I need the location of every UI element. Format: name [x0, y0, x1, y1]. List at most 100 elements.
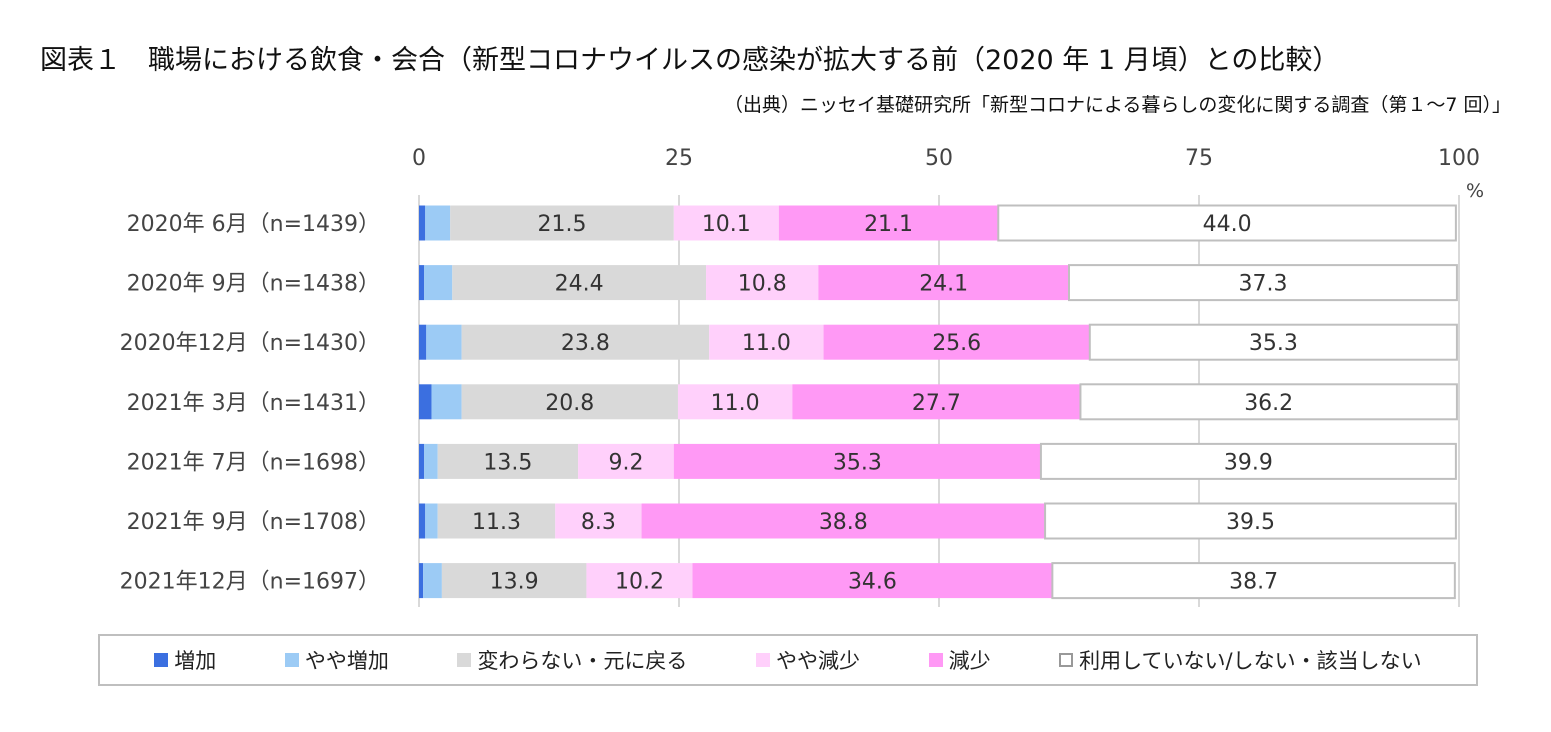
bar-segment: [823, 324, 1090, 360]
data-label: 34.6: [848, 570, 897, 595]
x-tick-label: 25: [665, 146, 693, 171]
bar-segment: [461, 324, 710, 360]
data-label: 24.1: [919, 272, 968, 297]
category-label: 2020年12月（n=1430）: [120, 331, 380, 356]
chart-source: （出典）ニッセイ基礎研究所「新型コロナによる暮らしの変化に関する調査（第１～7 …: [723, 94, 1511, 116]
legend-label: やや減少: [776, 649, 861, 673]
bar-segment: [1088, 323, 1458, 361]
bar-segment: [778, 205, 999, 241]
bar-segment: [1079, 383, 1458, 421]
legend-item: やや減少: [756, 645, 860, 675]
bar-segment: [641, 503, 1046, 539]
bar-segment: [419, 205, 426, 241]
bar-segment: [437, 503, 556, 539]
bar-segment: [1039, 442, 1457, 480]
bar-segment: [706, 265, 819, 301]
legend-swatch: [756, 653, 771, 667]
bar-segment: [424, 265, 453, 301]
bar-segment: [419, 563, 424, 599]
bar-segment: [578, 443, 674, 479]
data-label: 9.2: [608, 450, 643, 475]
legend-item: 利用していない/しない・該当しない: [1059, 645, 1422, 675]
bar-segment: [673, 443, 1041, 479]
data-label: 21.5: [538, 212, 587, 237]
data-label: 21.1: [864, 212, 913, 237]
category-label: 2021年12月（n=1697）: [120, 570, 380, 595]
data-label: 8.3: [581, 510, 616, 535]
legend-item: 変わらない・元に戻る: [457, 645, 687, 675]
category-label: 2021年 3月（n=1431）: [127, 391, 380, 416]
data-label: 35.3: [1249, 331, 1298, 356]
bar-segment: [431, 384, 462, 420]
bar-segment: [673, 205, 779, 241]
bar-segment: [1044, 502, 1457, 540]
bar-segment: [1068, 264, 1458, 302]
x-tick-label: 75: [1185, 146, 1213, 171]
bar-segment: [586, 563, 693, 599]
legend-label: 増加: [174, 649, 217, 673]
data-label: 36.2: [1244, 391, 1293, 416]
category-label: 2021年 9月（n=1708）: [127, 510, 380, 535]
data-label: 35.3: [833, 450, 882, 475]
legend-item: 減少: [928, 645, 991, 675]
bar-segment: [709, 324, 824, 360]
data-label: 44.0: [1203, 212, 1252, 237]
data-label: 37.3: [1238, 272, 1287, 297]
bar-segment: [419, 503, 426, 539]
bar-segment: [1051, 562, 1456, 600]
data-label: 27.7: [912, 391, 961, 416]
bar-segment: [423, 563, 442, 599]
bar-segment: [441, 563, 587, 599]
x-tick-label: 100: [1438, 146, 1480, 171]
data-label: 39.5: [1226, 510, 1275, 535]
bar-segment: [425, 503, 438, 539]
bar-segment: [818, 265, 1069, 301]
bar-segment: [792, 384, 1081, 420]
data-label: 23.8: [561, 331, 610, 356]
axis-unit-label: %: [1466, 180, 1484, 202]
legend-label: やや増加: [304, 649, 389, 673]
category-label: 2020年 6月（n=1439）: [127, 212, 380, 237]
bar-segment: [419, 265, 425, 301]
bar-segment: [997, 204, 1457, 242]
data-label: 38.7: [1229, 570, 1278, 595]
bar-segment: [419, 443, 425, 479]
legend-item: やや増加: [284, 645, 389, 675]
data-label: 11.3: [472, 510, 521, 535]
data-label: 25.6: [932, 331, 981, 356]
chart-legend: 増加 やや増加 変わらない・元に戻る やや減少 減少 利用していない/しない・該当しない: [98, 634, 1478, 686]
legend-swatch: [928, 653, 943, 667]
data-label: 10.8: [738, 272, 787, 297]
data-label: 39.9: [1224, 450, 1273, 475]
bar-segment: [555, 503, 642, 539]
data-label: 38.8: [819, 510, 868, 535]
data-label: 13.9: [490, 570, 539, 595]
legend-label: 変わらない・元に戻る: [477, 649, 688, 673]
x-tick-label: 50: [925, 146, 953, 171]
data-label: 10.2: [615, 570, 664, 595]
legend-swatch: [284, 653, 299, 667]
data-label: 13.5: [483, 450, 532, 475]
data-label: 11.0: [742, 331, 791, 356]
bar-segment: [424, 443, 438, 479]
bar-segment: [677, 384, 793, 420]
bar-segment: [419, 324, 427, 360]
legend-item: 増加: [154, 645, 216, 675]
legend-swatch: [457, 653, 472, 667]
chart-title: 図表１ 職場における飲食・会合（新型コロナウイルスの感染が拡大する前（2020 …: [40, 45, 1340, 76]
x-tick-label: 0: [412, 146, 426, 171]
data-label: 24.4: [555, 272, 604, 297]
bar-segment: [450, 205, 674, 241]
bar-segment: [692, 563, 1053, 599]
legend-swatch: [154, 653, 169, 667]
data-label: 20.8: [545, 391, 594, 416]
category-label: 2021年 7月（n=1698）: [127, 450, 380, 475]
bar-segment: [437, 443, 579, 479]
bar-segment: [419, 384, 432, 420]
legend-label: 利用していない/しない・該当しない: [1079, 649, 1422, 673]
bar-segment: [426, 324, 462, 360]
category-label: 2020年 9月（n=1438）: [127, 272, 380, 297]
legend-label: 減少: [948, 649, 991, 673]
data-label: 11.0: [711, 391, 760, 416]
